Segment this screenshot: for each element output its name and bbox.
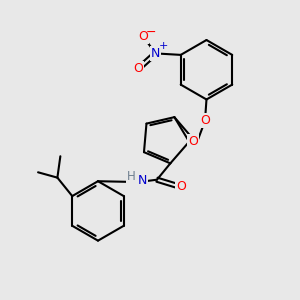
Text: O: O xyxy=(138,30,148,43)
Text: O: O xyxy=(200,114,210,128)
Text: H: H xyxy=(127,169,136,183)
Text: −: − xyxy=(146,26,157,39)
Text: N: N xyxy=(151,47,160,60)
Text: N: N xyxy=(137,174,147,188)
Text: +: + xyxy=(159,41,169,51)
Text: O: O xyxy=(188,135,198,148)
Text: O: O xyxy=(133,62,143,75)
Text: O: O xyxy=(176,180,186,193)
